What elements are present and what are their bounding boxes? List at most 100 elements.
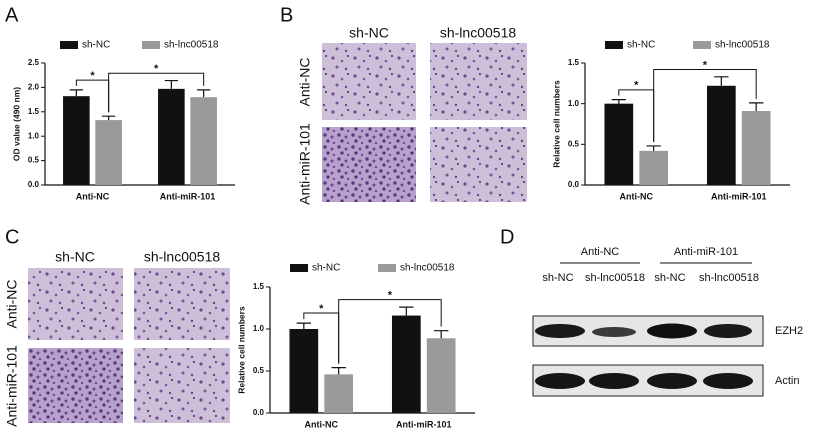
legend-label: sh-lnc00518 — [164, 40, 219, 51]
x-tick-label: Anti-miR-101 — [711, 191, 767, 201]
error-bar — [399, 306, 414, 316]
bar — [158, 88, 185, 185]
y-tick-label: 1.0 — [28, 131, 40, 140]
y-tick-label: 0.0 — [28, 180, 40, 189]
column-label: sh-lnc00518 — [144, 249, 220, 265]
bar — [391, 315, 421, 413]
legend-swatch — [60, 41, 78, 49]
protein-label: Actin — [775, 375, 799, 387]
legend-swatch — [693, 41, 711, 49]
lane-label: sh-NC — [542, 272, 573, 284]
blot-band — [647, 373, 697, 389]
legend-label: sh-NC — [82, 40, 110, 51]
y-tick-label: 0.5 — [28, 156, 40, 165]
blot-band — [535, 324, 585, 338]
bar — [639, 150, 669, 185]
panel-label: B — [280, 4, 293, 26]
micrograph — [28, 268, 123, 340]
row-label: Anti-miR-101 — [297, 123, 313, 205]
error-bar — [714, 76, 729, 86]
legend-label: sh-lnc00518 — [715, 40, 770, 51]
legend-label: sh-NC — [312, 263, 340, 274]
x-tick-label: Anti-miR-101 — [396, 419, 452, 429]
micrograph — [430, 127, 527, 202]
bar — [95, 120, 122, 185]
y-tick-label: 1.5 — [568, 58, 580, 67]
bar — [289, 329, 319, 413]
bar — [706, 85, 736, 185]
panel-label: A — [5, 4, 19, 26]
significance-label: * — [634, 80, 639, 92]
x-tick-label: Anti-NC — [620, 191, 654, 201]
group-label: Anti-miR-101 — [674, 246, 738, 258]
y-tick-label: 0.0 — [568, 180, 580, 189]
row-label: Anti-NC — [297, 57, 313, 106]
x-tick-label: Anti-miR-101 — [160, 191, 216, 201]
protein-label: EZH2 — [775, 325, 803, 337]
row-label: Anti-miR-101 — [4, 345, 20, 427]
y-tick-label: 2.0 — [28, 83, 40, 92]
bar — [741, 110, 771, 185]
blot-band — [704, 324, 752, 338]
micrograph — [322, 43, 416, 120]
blot-band — [589, 373, 639, 389]
significance-bracket — [653, 69, 757, 142]
error-bar — [331, 367, 346, 375]
error-bar — [611, 99, 626, 104]
micrograph — [28, 348, 123, 423]
significance-label: * — [703, 59, 708, 71]
blot-band — [703, 373, 753, 389]
significance-bracket — [108, 72, 205, 113]
bar — [604, 103, 634, 185]
significance-label: * — [90, 70, 95, 82]
y-tick-label: 1.0 — [568, 99, 580, 108]
y-tick-label: 2.5 — [28, 58, 40, 67]
error-bar — [197, 89, 211, 98]
y-tick-label: 1.0 — [253, 324, 265, 333]
legend-swatch — [142, 41, 160, 49]
x-tick-label: Anti-NC — [305, 419, 339, 429]
y-axis-label: OD value (490 nm) — [11, 87, 21, 161]
blot-band — [535, 373, 585, 389]
error-bar — [164, 79, 178, 89]
error-bar — [102, 115, 116, 121]
column-label: sh-lnc00518 — [440, 25, 516, 41]
micrograph — [134, 348, 230, 423]
micrograph — [430, 43, 527, 120]
error-bar — [646, 145, 661, 151]
legend-swatch — [378, 264, 396, 272]
significance-bracket — [338, 299, 442, 364]
lane-label: sh-lnc00518 — [585, 272, 645, 284]
panel-label: C — [5, 226, 19, 248]
column-label: sh-NC — [55, 249, 95, 265]
error-bar — [296, 322, 311, 329]
group-label: Anti-NC — [581, 246, 620, 258]
bar — [324, 374, 354, 413]
blot-band — [592, 327, 636, 337]
y-tick-label: 0.5 — [568, 139, 580, 148]
y-tick-label: 1.5 — [253, 282, 265, 291]
column-label: sh-NC — [349, 25, 389, 41]
y-axis-label: Relative cell numbers — [236, 306, 246, 394]
y-tick-label: 0.0 — [253, 408, 265, 417]
error-bar — [69, 89, 83, 97]
lane-label: sh-lnc00518 — [699, 272, 759, 284]
y-tick-label: 1.5 — [28, 107, 40, 116]
panel-label: D — [500, 226, 514, 248]
legend-swatch — [290, 264, 308, 272]
significance-label: * — [388, 290, 393, 302]
bar — [426, 338, 456, 413]
significance-label: * — [154, 63, 159, 75]
bar — [63, 96, 90, 185]
y-axis-label: Relative cell numbers — [551, 80, 561, 168]
legend-label: sh-NC — [627, 40, 655, 51]
micrograph — [134, 268, 230, 340]
legend-swatch — [605, 41, 623, 49]
micrograph — [322, 127, 416, 202]
bar — [190, 97, 217, 185]
row-label: Anti-NC — [4, 279, 20, 328]
error-bar — [434, 330, 449, 339]
lane-label: sh-NC — [654, 272, 685, 284]
legend-label: sh-lnc00518 — [400, 263, 455, 274]
